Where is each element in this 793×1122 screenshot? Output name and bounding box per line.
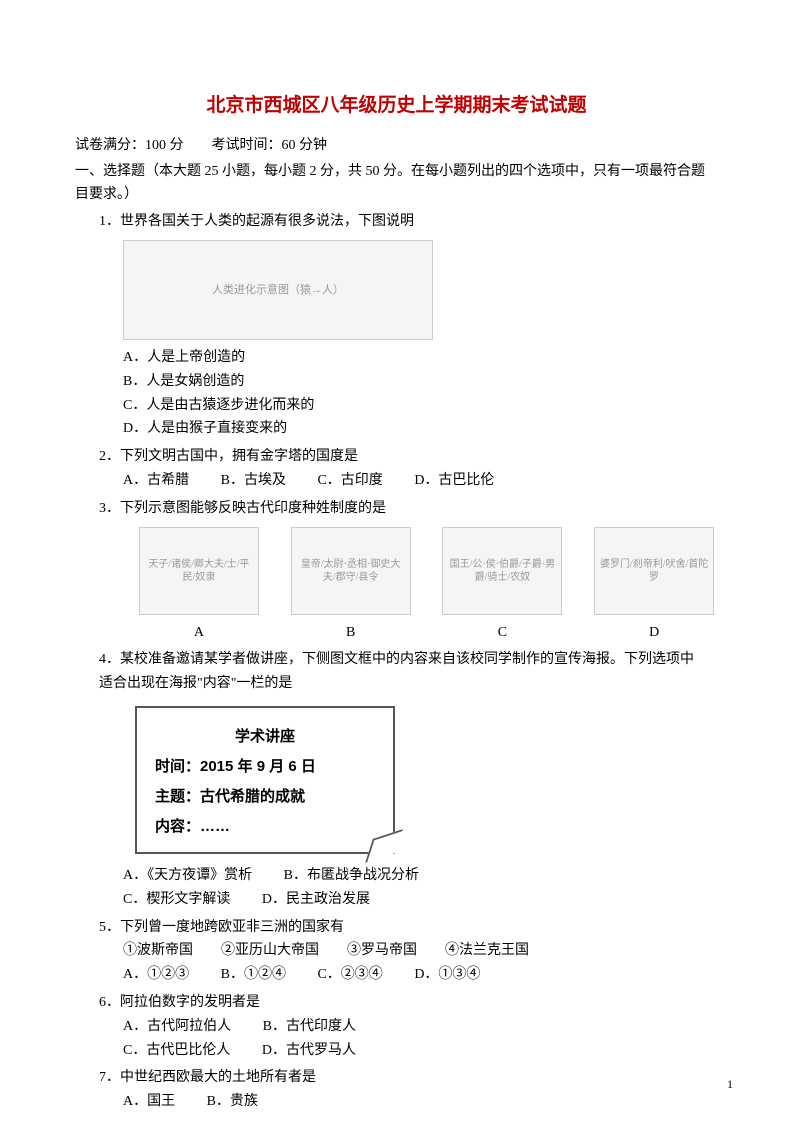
q7-option-b: B．贵族 bbox=[207, 1090, 258, 1114]
q7-stem: 7．中世纪西欧最大的土地所有者是 bbox=[75, 1066, 718, 1090]
q5-option-d: D．①③④ bbox=[414, 963, 480, 987]
q1-stem: 1．世界各国关于人类的起源有很多说法，下图说明 bbox=[75, 210, 718, 234]
q2-option-d: D．古巴比伦 bbox=[414, 469, 494, 493]
q2-stem: 2．下列文明古国中，拥有金字塔的国度是 bbox=[75, 445, 718, 469]
q5-stem: 5．下列曾一度地跨欧亚非三洲的国家有 bbox=[75, 916, 718, 940]
q6-option-d: D．古代罗马人 bbox=[262, 1039, 356, 1063]
q6-options-row1: A．古代阿拉伯人 B．古代印度人 bbox=[75, 1015, 718, 1039]
q3-diagram-c: 国王/公·侯·伯爵/子爵·男爵/骑士/农奴 bbox=[442, 527, 562, 615]
q6-option-c: C．古代巴比伦人 bbox=[123, 1039, 230, 1063]
q5-option-b: B．①②④ bbox=[221, 963, 286, 987]
section-1-heading: 一、选择题（本大题 25 小题，每小题 2 分，共 50 分。在每小题列出的四个… bbox=[75, 161, 718, 206]
q4-poster-topic: 主题：古代希腊的成就 bbox=[155, 782, 375, 812]
q3-diagrams: 天子/诸侯/卿大夫/士/平民/奴隶 A 皇帝/太尉·丞相·御史大夫/郡守/县令 … bbox=[135, 527, 718, 645]
q7-option-a: A．国王 bbox=[123, 1090, 175, 1114]
q4-poster-title: 学术讲座 bbox=[155, 722, 375, 752]
q6-stem: 6．阿拉伯数字的发明者是 bbox=[75, 991, 718, 1015]
q3-label-b: B bbox=[346, 621, 355, 645]
q3-diagram-d: 婆罗门/刹帝利/吠舍/首陀罗 bbox=[594, 527, 714, 615]
q2-option-a: A．古希腊 bbox=[123, 469, 189, 493]
q4-option-d: D．民主政治发展 bbox=[262, 888, 370, 912]
q3-diagram-a: 天子/诸侯/卿大夫/士/平民/奴隶 bbox=[139, 527, 259, 615]
q1-figure-evolution: 人类进化示意图（猿→人） bbox=[123, 240, 433, 340]
q2-option-b: B．古埃及 bbox=[221, 469, 286, 493]
page-number: 1 bbox=[727, 1077, 733, 1092]
q2-option-c: C．古印度 bbox=[317, 469, 382, 493]
q3-label-a: A bbox=[194, 621, 204, 645]
q4-stem-line2: 适合出现在海报"内容"一栏的是 bbox=[75, 672, 718, 696]
q3-stem: 3．下列示意图能够反映古代印度种姓制度的是 bbox=[75, 497, 718, 521]
q5-items: ①波斯帝国 ②亚历山大帝国 ③罗马帝国 ④法兰克王国 bbox=[75, 939, 718, 963]
q7-options: A．国王 B．贵族 bbox=[75, 1090, 718, 1114]
q4-option-c: C．楔形文字解读 bbox=[123, 888, 230, 912]
q3-label-c: C bbox=[498, 621, 507, 645]
q4-poster-content: 内容：…… bbox=[155, 812, 375, 842]
q4-poster-time: 时间：2015 年 9 月 6 日 bbox=[155, 752, 375, 782]
q4-option-b: B．布匿战争战况分析 bbox=[284, 864, 419, 888]
q5-option-a: A．①②③ bbox=[123, 963, 189, 987]
q6-option-a: A．古代阿拉伯人 bbox=[123, 1015, 231, 1039]
q1-option-a: A．人是上帝创造的 bbox=[75, 346, 718, 370]
q3-label-d: D bbox=[649, 621, 659, 645]
q4-stem-line1: 4．某校准备邀请某学者做讲座，下侧图文框中的内容来自该校同学制作的宣传海报。下列… bbox=[75, 648, 718, 672]
q1-option-d: D．人是由猴子直接变来的 bbox=[75, 417, 718, 441]
exam-meta: 试卷满分：100 分 考试时间：60 分钟 bbox=[75, 135, 718, 157]
q2-options: A．古希腊 B．古埃及 C．古印度 D．古巴比伦 bbox=[75, 469, 718, 493]
q4-options-row2: C．楔形文字解读 D．民主政治发展 bbox=[75, 888, 718, 912]
q5-option-c: C．②③④ bbox=[317, 963, 382, 987]
q3-diagram-b: 皇帝/太尉·丞相·御史大夫/郡守/县令 bbox=[291, 527, 411, 615]
q1-option-b: B．人是女娲创造的 bbox=[75, 370, 718, 394]
q6-options-row2: C．古代巴比伦人 D．古代罗马人 bbox=[75, 1039, 718, 1063]
exam-title: 北京市西城区八年级历史上学期期末考试试题 bbox=[75, 90, 718, 117]
q4-option-a: A．《天方夜谭》赏析 bbox=[123, 864, 252, 888]
q4-poster: 学术讲座 时间：2015 年 9 月 6 日 主题：古代希腊的成就 内容：…… bbox=[135, 706, 395, 854]
q5-options: A．①②③ B．①②④ C．②③④ D．①③④ bbox=[75, 963, 718, 987]
q6-option-b: B．古代印度人 bbox=[263, 1015, 356, 1039]
q1-option-c: C．人是由古猿逐步进化而来的 bbox=[75, 394, 718, 418]
q4-options-row1: A．《天方夜谭》赏析 B．布匿战争战况分析 bbox=[75, 864, 718, 888]
